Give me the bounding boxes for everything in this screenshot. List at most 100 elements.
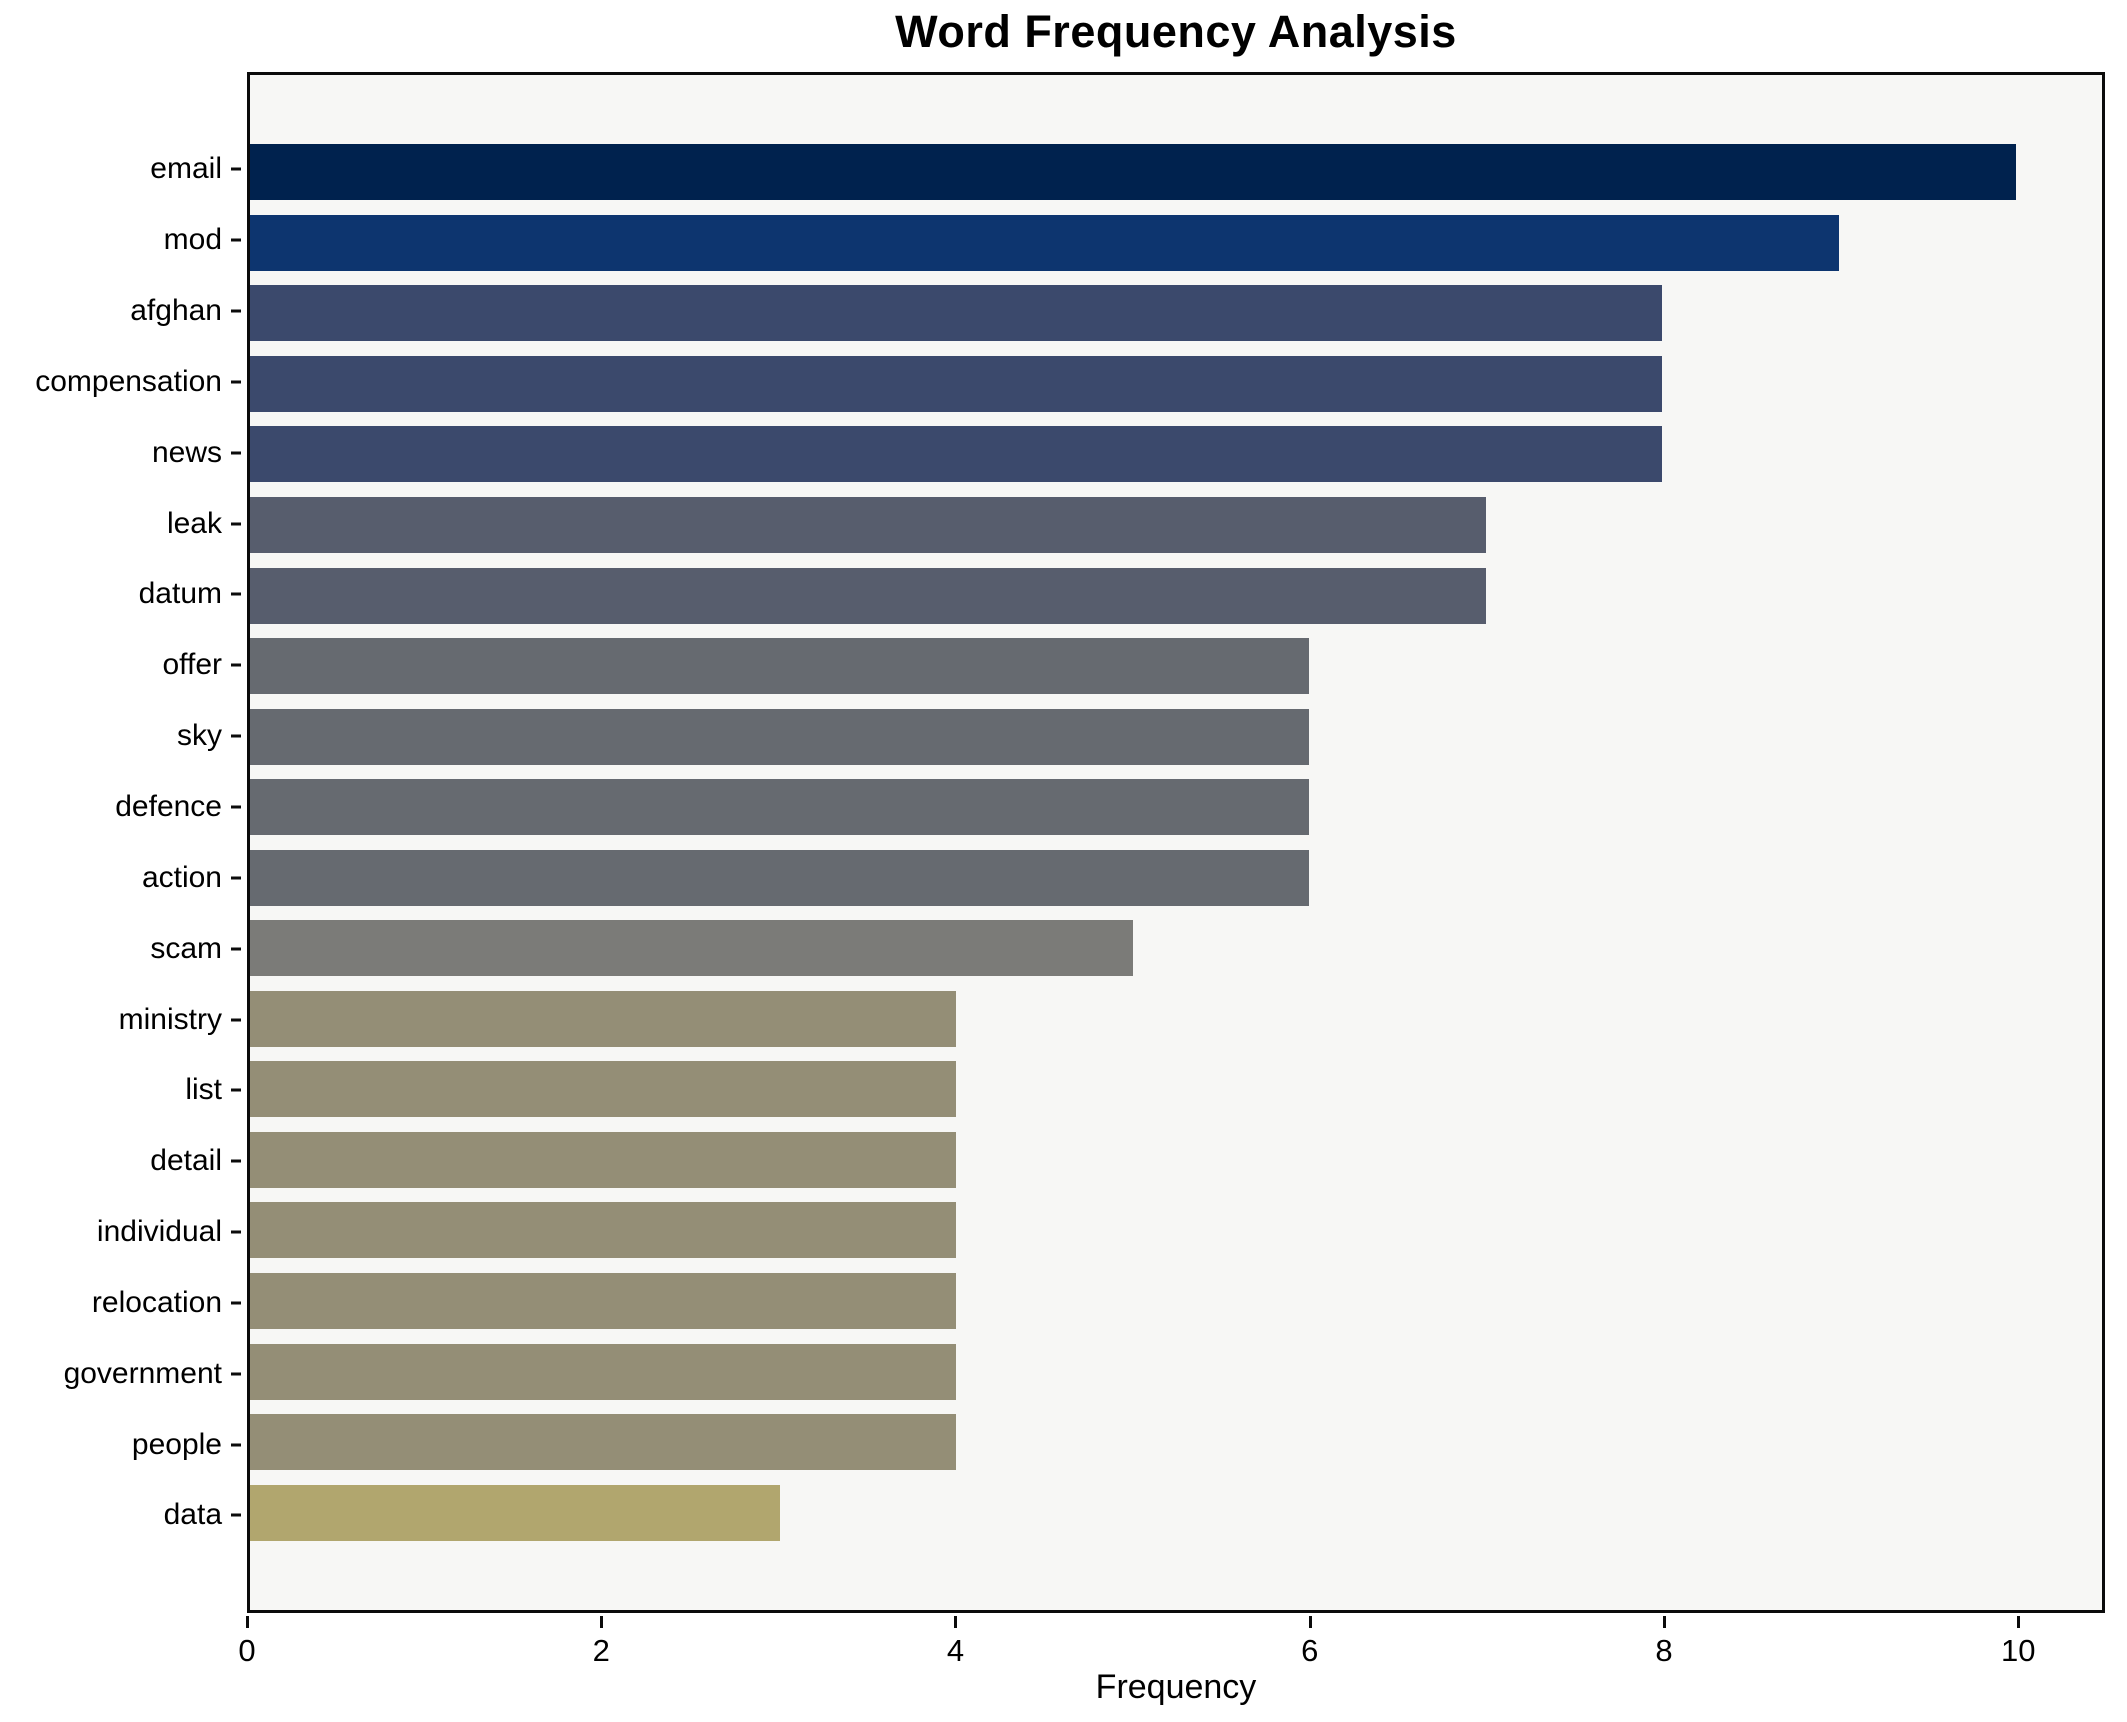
- y-tick-mark: [231, 1372, 241, 1376]
- y-tick-mark: [231, 1513, 241, 1517]
- y-label-row: data: [0, 1480, 244, 1551]
- y-tick-label-scam: scam: [150, 931, 222, 965]
- y-tick-label-datum: datum: [138, 577, 222, 611]
- bar-row: [250, 1336, 2102, 1407]
- y-tick-label-afghan: afghan: [130, 294, 222, 328]
- y-label-row: list: [0, 1055, 244, 1126]
- y-label-row: news: [0, 417, 244, 488]
- y-tick-label-individual: individual: [96, 1215, 222, 1249]
- y-label-row: compensation: [0, 347, 244, 418]
- bar-sky: [250, 708, 1310, 765]
- x-tick-mark: [246, 1616, 249, 1628]
- y-label-row: scam: [0, 913, 244, 984]
- y-label-row: people: [0, 1409, 244, 1480]
- y-tick-label-relocation: relocation: [91, 1285, 222, 1319]
- bar-row: [250, 1266, 2102, 1337]
- x-tick-mark: [2017, 1616, 2021, 1628]
- y-tick-mark: [231, 451, 241, 455]
- bar-row: [250, 631, 2102, 702]
- y-label-row: datum: [0, 559, 244, 630]
- x-axis-label: Frequency: [1095, 1668, 1257, 1706]
- y-label-row: action: [0, 842, 244, 913]
- y-tick-label-detail: detail: [150, 1144, 222, 1178]
- x-tick-mark: [954, 1616, 958, 1628]
- bar-news: [250, 426, 1663, 483]
- bar-individual: [250, 1202, 957, 1259]
- plot-area: [247, 72, 2105, 1613]
- bar-row: [250, 278, 2102, 349]
- y-axis-labels: email mod afghan compensation news leak datum o…: [0, 72, 244, 1613]
- y-tick-mark: [231, 592, 241, 596]
- y-label-row: defence: [0, 772, 244, 843]
- y-tick-label-data: data: [163, 1498, 222, 1532]
- bar-government: [250, 1343, 957, 1400]
- x-tick-label: 10: [2000, 1633, 2036, 1668]
- bar-row: [250, 137, 2102, 208]
- y-tick-mark: [231, 167, 241, 171]
- y-tick-mark: [231, 734, 241, 738]
- bar-ministry: [250, 990, 957, 1047]
- y-tick-mark: [231, 1443, 241, 1447]
- y-label-row: relocation: [0, 1268, 244, 1339]
- bar-offer: [250, 638, 1310, 695]
- bar-row: [250, 560, 2102, 631]
- y-label-row: sky: [0, 701, 244, 772]
- y-tick-label-email: email: [150, 152, 222, 186]
- y-tick-mark: [231, 1088, 241, 1092]
- x-tick-mark: [1308, 1616, 1312, 1628]
- bar-defence: [250, 779, 1310, 836]
- bar-compensation: [250, 355, 1663, 412]
- y-tick-mark: [231, 663, 241, 667]
- y-tick-mark: [231, 1230, 241, 1234]
- bar-row: [250, 984, 2102, 1055]
- y-tick-mark: [231, 522, 241, 526]
- y-tick-mark: [231, 309, 241, 313]
- y-label-row: email: [0, 134, 244, 205]
- y-tick-mark: [231, 947, 241, 951]
- y-tick-label-government: government: [63, 1356, 222, 1390]
- x-tick-label: 8: [1655, 1633, 1673, 1668]
- bar-list: [250, 1061, 957, 1118]
- x-tick-mark: [1662, 1616, 1666, 1628]
- bar-scam: [250, 920, 1133, 977]
- y-tick-mark: [231, 1018, 241, 1022]
- y-label-row: afghan: [0, 276, 244, 347]
- bar-row: [250, 842, 2102, 913]
- bar-row: [250, 1195, 2102, 1266]
- y-tick-mark: [231, 380, 241, 384]
- bar-row: [250, 1054, 2102, 1125]
- bar-row: [250, 490, 2102, 561]
- y-label-row: ministry: [0, 984, 244, 1055]
- bar-datum: [250, 567, 1486, 624]
- bar-row: [250, 349, 2102, 420]
- y-label-row: individual: [0, 1197, 244, 1268]
- y-tick-label-ministry: ministry: [118, 1002, 222, 1036]
- y-tick-mark: [231, 876, 241, 880]
- y-tick-mark: [231, 1301, 241, 1305]
- chart-title: Word Frequency Analysis: [895, 6, 1457, 57]
- y-tick-label-people: people: [131, 1427, 222, 1461]
- bar-action: [250, 849, 1310, 906]
- y-label-row: mod: [0, 205, 244, 276]
- bar-row: [250, 1407, 2102, 1478]
- bar-row: [250, 1125, 2102, 1196]
- y-tick-label-defence: defence: [115, 790, 222, 824]
- y-tick-mark: [231, 1159, 241, 1163]
- bar-relocation: [250, 1273, 957, 1330]
- y-tick-mark: [231, 238, 241, 242]
- bar-row: [250, 208, 2102, 279]
- x-tick-mark: [600, 1616, 604, 1628]
- x-tick-label: 2: [592, 1633, 610, 1668]
- y-tick-label-offer: offer: [162, 648, 223, 682]
- bar-leak: [250, 497, 1486, 553]
- y-tick-label-list: list: [185, 1073, 222, 1107]
- y-tick-label-mod: mod: [163, 223, 222, 257]
- y-tick-label-compensation: compensation: [35, 364, 222, 398]
- x-axis: 0 2 4 6 8 10: [238, 1613, 2105, 1713]
- bar-row: [250, 1477, 2102, 1548]
- bar-people: [250, 1414, 957, 1471]
- y-tick-label-sky: sky: [177, 719, 222, 753]
- bars-container: [250, 75, 2102, 1610]
- bar-mod: [250, 214, 1840, 271]
- y-tick-label-news: news: [151, 435, 222, 469]
